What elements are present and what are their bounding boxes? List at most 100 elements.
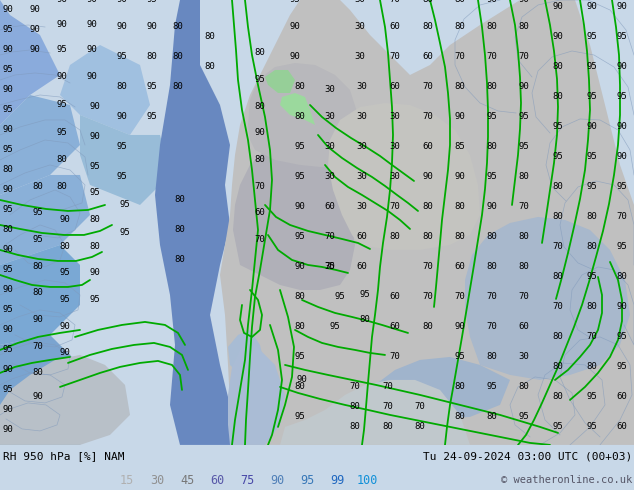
Text: 90: 90 [617,122,628,131]
Text: 90: 90 [3,85,13,95]
Text: 80: 80 [519,232,529,242]
Text: 80: 80 [487,82,498,92]
Text: 70: 70 [383,402,393,412]
Text: 60: 60 [390,322,401,331]
Text: 95: 95 [56,128,67,138]
Text: 70: 70 [349,382,360,392]
Text: 80: 80 [586,363,597,371]
Text: 30: 30 [354,0,365,4]
Text: 90: 90 [3,186,13,195]
Polygon shape [0,245,80,345]
Text: 95: 95 [553,122,564,131]
Text: 95: 95 [617,182,628,192]
Polygon shape [465,217,630,380]
Text: 90: 90 [586,2,597,11]
Text: 95: 95 [586,422,597,431]
Text: 30: 30 [325,172,335,181]
Text: 30: 30 [356,172,367,181]
Text: 90: 90 [87,46,98,54]
Polygon shape [248,63,360,167]
Polygon shape [233,145,355,290]
Text: 80: 80 [32,368,43,377]
Text: 60: 60 [210,473,224,487]
Text: 80: 80 [455,413,465,421]
Text: 80: 80 [60,243,70,251]
Text: 70: 70 [383,382,393,392]
Text: 60: 60 [356,232,367,242]
Text: 80: 80 [487,23,498,31]
Text: 80: 80 [455,23,465,31]
Text: 80: 80 [487,352,498,362]
Text: 90: 90 [617,63,628,72]
Text: 95: 95 [56,46,67,54]
Text: 90: 90 [89,132,100,142]
Polygon shape [0,335,100,445]
Text: 90: 90 [423,172,434,181]
Polygon shape [220,0,634,445]
Text: 80: 80 [32,263,43,271]
Text: 70: 70 [519,202,529,212]
Text: 30: 30 [150,473,164,487]
Text: 70: 70 [487,52,498,61]
Text: 70: 70 [487,293,498,301]
Text: 90: 90 [553,32,564,42]
Text: 80: 80 [255,102,266,112]
Text: 99: 99 [330,473,345,487]
Text: 90: 90 [3,245,13,254]
Text: 95: 95 [89,163,100,172]
Text: 90: 90 [87,73,98,81]
Text: 95: 95 [3,66,13,74]
Text: 95: 95 [301,473,314,487]
Polygon shape [155,0,240,445]
Text: 30: 30 [354,52,365,61]
Text: 35: 35 [325,263,335,271]
Text: 90: 90 [455,113,465,122]
Text: 90: 90 [117,0,127,4]
Text: 80: 80 [423,202,434,212]
Text: 80: 80 [617,272,628,281]
Text: 80: 80 [295,293,306,301]
Text: 60: 60 [390,23,401,31]
Text: 80: 80 [455,0,465,4]
Text: 70: 70 [519,52,529,61]
Text: 80: 80 [455,382,465,392]
Text: 90: 90 [3,125,13,134]
Text: 95: 95 [617,243,628,251]
Text: 90: 90 [295,263,306,271]
Polygon shape [280,93,315,125]
Text: 80: 80 [455,82,465,92]
Text: 80: 80 [172,23,183,31]
Text: 80: 80 [205,63,216,72]
Text: 95: 95 [586,182,597,192]
Text: 95: 95 [586,93,597,101]
Text: 30: 30 [390,113,401,122]
Text: 95: 95 [117,52,127,61]
Text: 90: 90 [30,5,41,15]
Text: 80: 80 [349,422,360,431]
Text: 90: 90 [60,348,70,357]
Text: 95: 95 [295,232,306,242]
Text: 70: 70 [423,113,434,122]
Text: 95: 95 [519,113,529,122]
Text: 95: 95 [3,205,13,215]
Text: 70: 70 [390,202,401,212]
Text: 80: 80 [423,232,434,242]
Text: 95: 95 [519,143,529,151]
Text: 95: 95 [3,386,13,394]
Text: 70: 70 [553,302,564,312]
Text: 80: 80 [383,422,393,431]
Text: 70: 70 [455,52,465,61]
Text: 90: 90 [30,25,41,34]
Text: 95: 95 [335,293,346,301]
Text: 80: 80 [553,392,564,401]
Text: 80: 80 [519,263,529,271]
Text: 80: 80 [390,232,401,242]
Text: 90: 90 [60,322,70,331]
Text: 95: 95 [487,172,498,181]
Text: 80: 80 [359,316,370,324]
Text: 80: 80 [295,322,306,331]
Text: 80: 80 [172,52,183,61]
Text: 90: 90 [87,21,98,29]
Text: 90: 90 [3,325,13,335]
Text: 70: 70 [325,232,335,242]
